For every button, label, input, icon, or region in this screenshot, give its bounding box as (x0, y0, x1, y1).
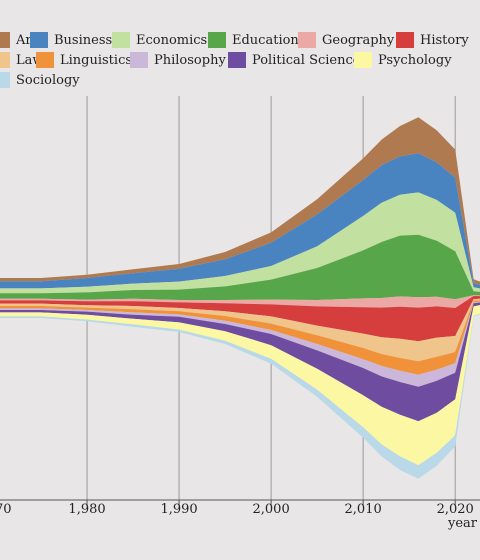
x-tick-label-1990: 1,990 (160, 502, 197, 517)
legend-item-economics: Economics (112, 30, 207, 50)
area-sociology (0, 313, 480, 479)
legend-item-psychology: Psychology (354, 50, 452, 70)
x-tick-label-2000: 2,000 (253, 502, 290, 517)
area-art (0, 117, 480, 286)
area-education (0, 234, 480, 300)
area-psychology (0, 305, 480, 466)
legend-label-linguistics: Linguistics (60, 52, 133, 68)
legend-label-sociology: Sociology (16, 72, 80, 88)
legend-label-business: Business (54, 32, 113, 48)
legend-item-education: Education (208, 30, 299, 50)
x-axis-label: year → (447, 516, 480, 531)
legend-swatch-psychology (354, 52, 372, 68)
legend-item-history: History (396, 30, 469, 50)
legend-label-philosophy: Philosophy (154, 52, 226, 68)
legend-swatch-geography (298, 32, 316, 48)
legend-swatch-history (396, 32, 414, 48)
area-economics (0, 192, 480, 294)
legend-swatch-linguistics (36, 52, 54, 68)
legend-swatch-economics (112, 32, 130, 48)
area-history (0, 296, 480, 342)
legend-swatch-political-science (228, 52, 246, 68)
legend-item-sociology: Sociology (0, 70, 80, 90)
legend-swatch-business (30, 32, 48, 48)
x-tick-label-1980: 1,980 (68, 502, 105, 517)
x-tick-label-1970: 1970 (0, 502, 12, 517)
legend-item-business: Business (30, 30, 112, 50)
area-business (0, 153, 480, 289)
legend-item-linguistics: Linguistics (36, 50, 132, 70)
legend-label-education: Education (232, 32, 299, 48)
area-linguistics (0, 300, 480, 375)
legend-swatch-sociology (0, 72, 10, 88)
legend-label-political-science: Political Science (252, 52, 361, 68)
x-axis: 1970 1,980 1,990 2,000 2,010 2,020 (0, 499, 480, 517)
x-tick-label-2020: 2,020 (437, 502, 474, 517)
area-geography (0, 295, 480, 308)
legend-label-geography: Geography (322, 32, 395, 48)
area-philosophy (0, 301, 480, 387)
legend-item-philosophy: Philosophy (130, 50, 226, 70)
legend-swatch-law (0, 52, 10, 68)
legend: Art Business Economics Education Geography Hi… (0, 30, 480, 92)
legend-swatch-philosophy (130, 52, 148, 68)
legend-swatch-art (0, 32, 10, 48)
legend-label-economics: Economics (136, 32, 208, 48)
legend-label-history: History (420, 32, 469, 48)
legend-item-political-science: Political Science (228, 50, 360, 70)
area-political-science (0, 302, 480, 422)
legend-label-psychology: Psychology (378, 52, 452, 68)
area-law (0, 298, 480, 362)
legend-swatch-education (208, 32, 226, 48)
stream-areas (0, 117, 480, 479)
legend-item-geography: Geography (298, 30, 394, 50)
x-tick-label-2010: 2,010 (345, 502, 382, 517)
